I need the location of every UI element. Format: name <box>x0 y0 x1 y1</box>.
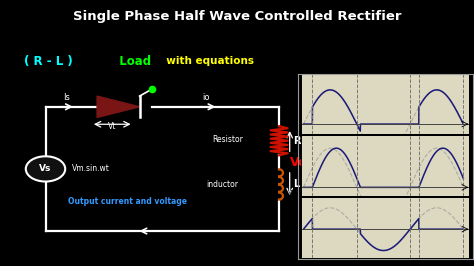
Text: ( R - L ): ( R - L ) <box>24 55 73 68</box>
Text: Output current and voltage: Output current and voltage <box>68 197 187 206</box>
Text: L: L <box>293 180 299 189</box>
Circle shape <box>26 156 65 181</box>
Text: Vo: Vo <box>288 52 295 57</box>
Text: inductor: inductor <box>206 180 238 189</box>
Text: Vo: Vo <box>290 156 307 169</box>
Text: ωt: ωt <box>469 227 474 232</box>
Text: io: io <box>288 128 293 133</box>
Text: VT: VT <box>288 190 296 195</box>
Text: Resistor: Resistor <box>212 135 243 144</box>
Text: Vt: Vt <box>108 122 117 131</box>
Text: ωt: ωt <box>469 122 474 127</box>
Text: Single Phase Half Wave Controlled Rectifier: Single Phase Half Wave Controlled Rectif… <box>73 10 401 23</box>
Text: Vm.sin.wt: Vm.sin.wt <box>72 164 110 173</box>
Text: Vs: Vs <box>39 164 52 173</box>
Text: R: R <box>293 136 300 146</box>
Text: ωt: ωt <box>469 185 474 190</box>
Text: Is: Is <box>64 93 70 102</box>
Text: io: io <box>202 93 210 102</box>
Text: Load: Load <box>111 55 152 68</box>
Polygon shape <box>97 96 139 118</box>
Text: with equations: with equations <box>159 56 254 66</box>
